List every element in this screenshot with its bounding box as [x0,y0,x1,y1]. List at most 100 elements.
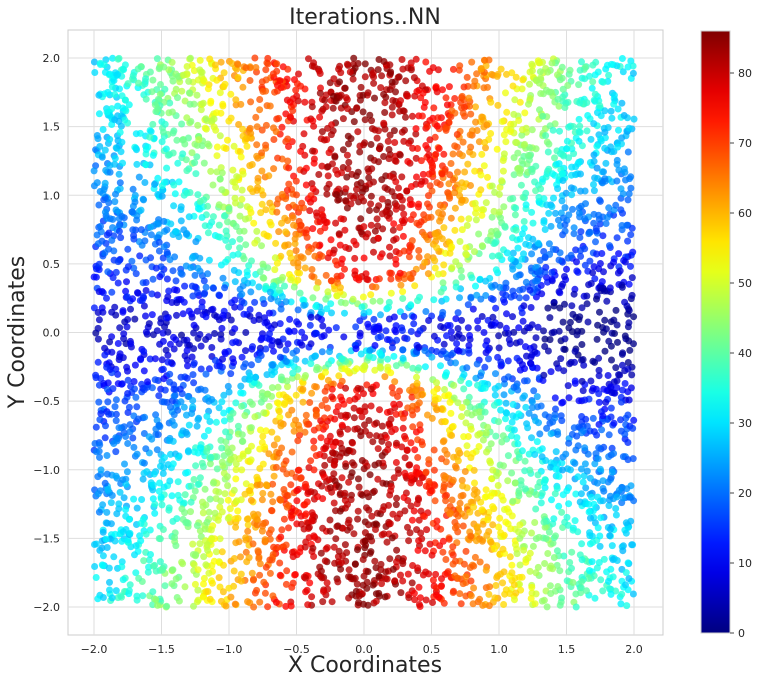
scatter-point [243,271,251,279]
scatter-point [535,193,543,201]
scatter-point [319,598,327,606]
scatter-point [151,376,159,384]
scatter-point [266,569,274,577]
scatter-point [319,322,327,330]
scatter-point [511,211,519,219]
scatter-point [232,498,240,506]
scatter-point [473,127,481,134]
scatter-point [512,273,520,281]
scatter-point [512,226,520,234]
scatter-point [381,373,389,381]
scatter-point [222,227,230,235]
scatter-point [610,419,618,427]
scatter-point [616,267,624,275]
scatter-point [528,60,536,68]
scatter-point [409,144,417,152]
scatter-point [452,557,459,565]
scatter-point [196,540,204,548]
scatter-point [296,431,303,439]
scatter-point [520,327,528,335]
scatter-point [182,156,190,164]
scatter-point [617,416,624,424]
scatter-point [163,248,171,256]
scatter-point [414,454,422,461]
scatter-point [448,496,456,504]
scatter-point [528,398,536,406]
scatter-point [163,226,171,234]
scatter-point [142,287,150,294]
scatter-point [257,398,265,406]
scatter-point [503,310,510,318]
scatter-point [180,71,188,79]
scatter-point [403,187,411,195]
scatter-point [282,602,290,610]
scatter-point [534,563,542,571]
scatter-point [524,424,532,432]
scatter-point [231,278,239,286]
scatter-point [344,446,352,454]
scatter-point [479,601,487,609]
scatter-point [415,516,423,524]
scatter-point [457,600,465,608]
scatter-point [177,203,185,211]
scatter-point [481,363,489,371]
scatter-point [415,343,423,351]
scatter-point [522,189,530,197]
scatter-point [538,453,546,461]
scatter-point [104,485,112,493]
scatter-point [592,225,600,232]
scatter-point [142,312,149,320]
scatter-point [105,564,113,572]
scatter-point [477,171,485,179]
scatter-point [250,603,258,611]
scatter-point [232,475,240,483]
scatter-point [497,214,504,222]
scatter-point [509,234,516,242]
scatter-point [290,221,298,229]
scatter-point [305,523,313,531]
scatter-point [563,265,570,273]
scatter-point [246,487,254,495]
scatter-point [459,482,467,490]
scatter-point [166,378,174,386]
scatter-point [334,403,342,410]
scatter-point [546,314,554,322]
scatter-point [447,160,455,167]
scatter-point [525,409,533,417]
scatter-point [482,277,490,285]
scatter-point [279,273,287,281]
scatter-point [522,278,530,286]
scatter-point [230,142,238,150]
scatter-point [500,462,507,470]
scatter-point [218,169,226,177]
scatter-point [491,594,499,602]
scatter-point [378,422,386,430]
scatter-point [96,487,104,495]
scatter-point [310,155,318,163]
scatter-point [398,56,406,63]
scatter-point [173,286,181,294]
scatter-point [194,481,202,488]
scatter-point [159,254,167,262]
scatter-point [151,355,159,363]
scatter-point [142,530,150,538]
scatter-point [522,403,530,411]
scatter-point [571,459,579,467]
scatter-point [222,428,230,436]
scatter-point [520,250,527,258]
scatter-point [149,495,157,503]
scatter-point [343,96,351,104]
scatter-point [282,346,290,354]
scatter-point [160,483,168,491]
scatter-point [179,310,187,318]
scatter-point [595,444,603,452]
scatter-point [251,239,259,247]
scatter-point [368,512,376,520]
scatter-point [148,435,156,443]
scatter-point [183,63,191,70]
scatter-point [297,253,305,261]
scatter-point [465,380,473,387]
scatter-point [249,343,256,351]
scatter-point [389,226,397,234]
scatter-point [565,439,573,447]
